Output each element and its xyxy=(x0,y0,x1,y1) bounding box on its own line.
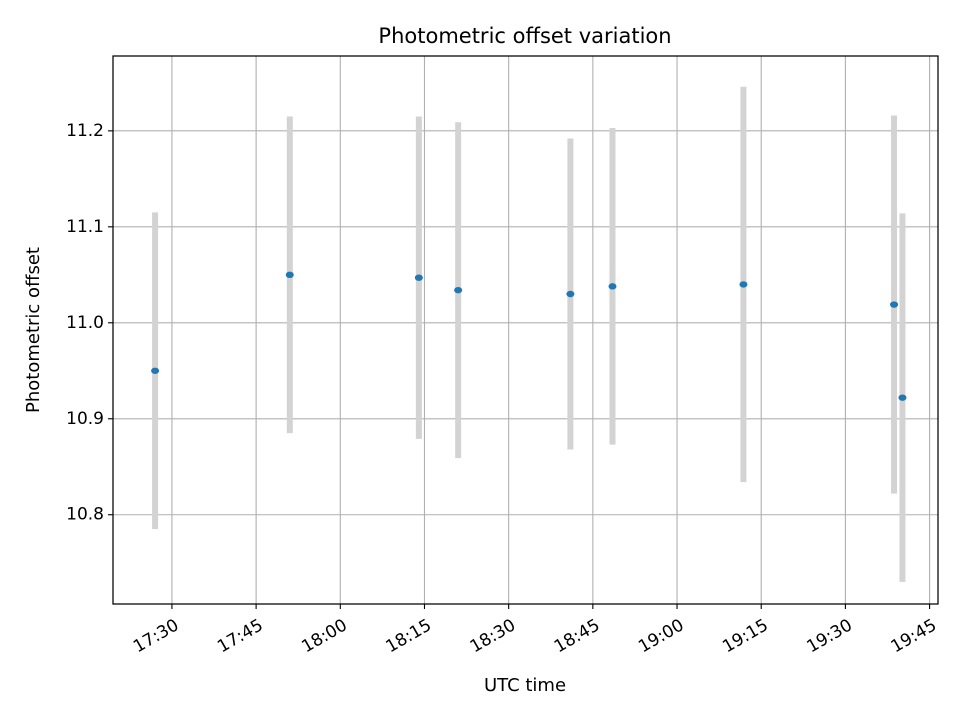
y-axis-label: Photometric offset xyxy=(23,247,44,413)
data-points xyxy=(151,271,907,401)
data-point xyxy=(890,301,899,308)
y-tick-label: 10.9 xyxy=(66,409,104,429)
x-axis-label: UTC time xyxy=(484,675,566,696)
plot-frame xyxy=(112,55,939,605)
data-point xyxy=(285,271,294,279)
grid xyxy=(113,56,938,604)
chart-title: Photometric offset variation xyxy=(378,24,671,48)
y-tick-label: 10.8 xyxy=(66,505,104,525)
data-point xyxy=(151,367,160,374)
y-tick-label: 11.0 xyxy=(66,313,104,333)
data-point xyxy=(898,394,907,401)
data-point xyxy=(414,274,423,281)
data-point xyxy=(739,281,748,288)
data-point xyxy=(566,290,575,298)
y-axis: 10.8 10.9 11.0 11.1 11.2 xyxy=(66,121,113,525)
y-tick-label: 11.2 xyxy=(66,121,104,141)
data-point xyxy=(454,286,463,294)
data-point xyxy=(608,283,617,290)
y-tick-label: 11.1 xyxy=(66,217,104,237)
